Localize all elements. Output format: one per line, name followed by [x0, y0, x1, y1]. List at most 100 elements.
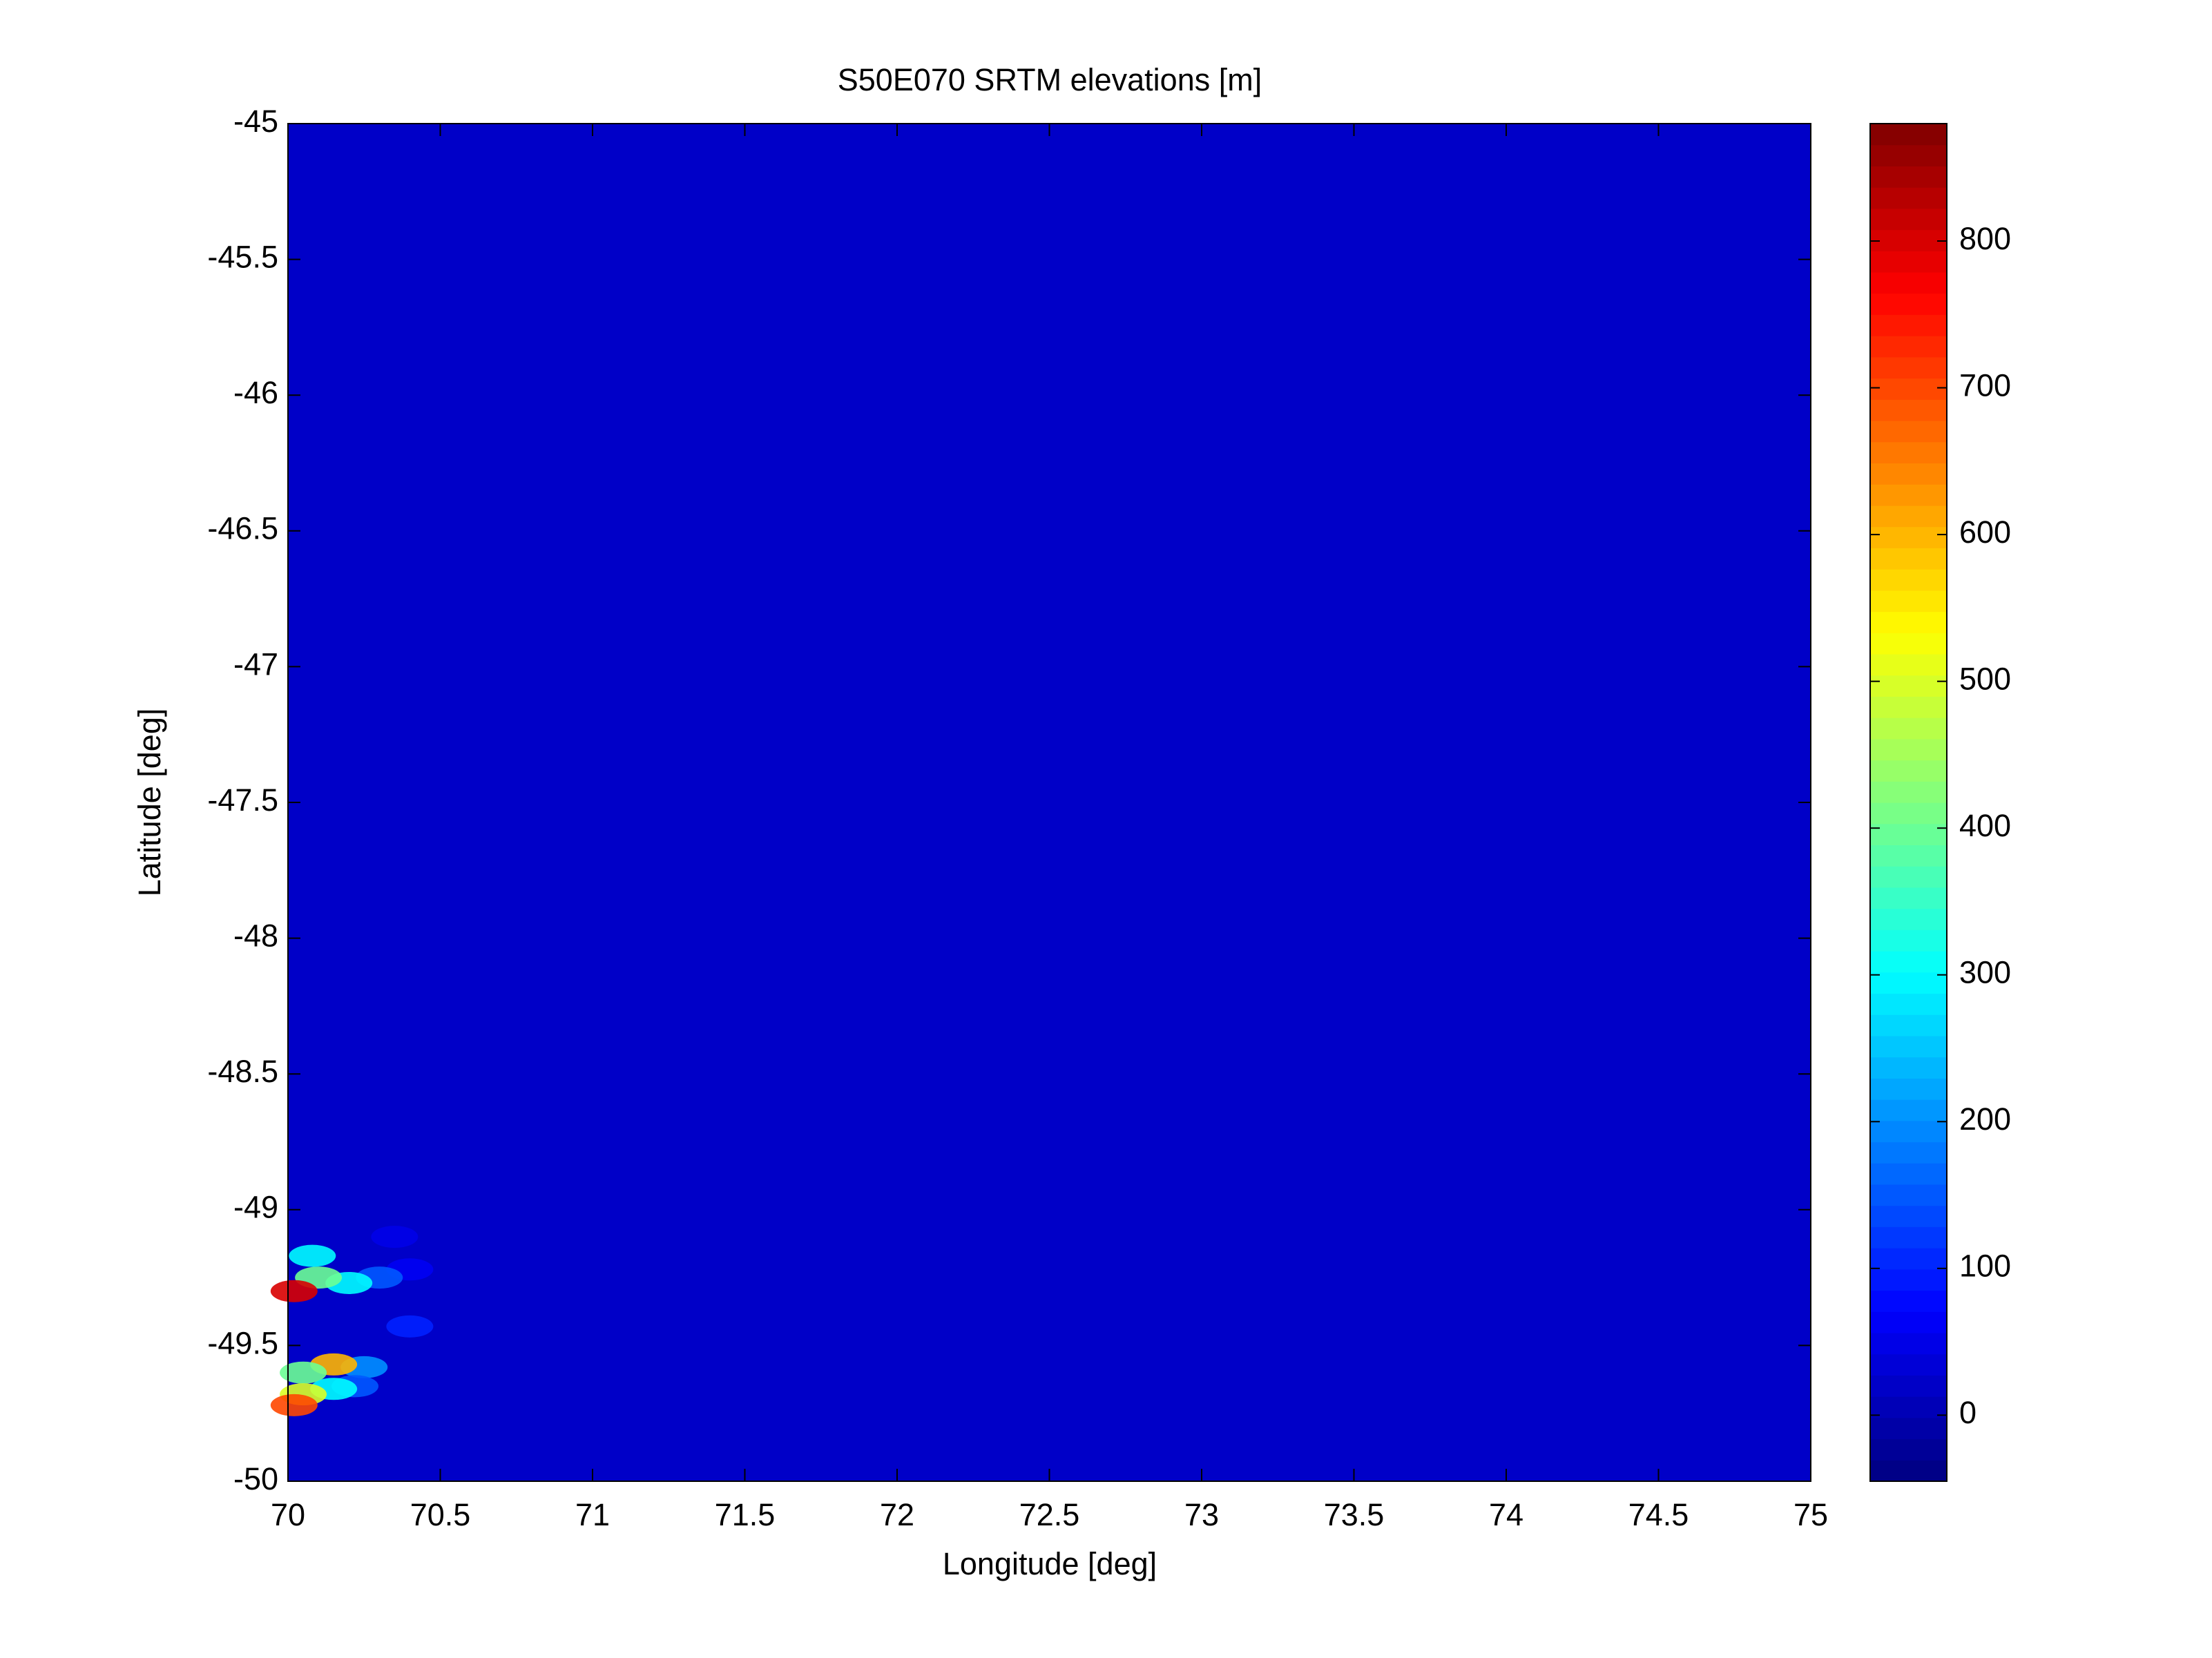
colorbar-band	[1870, 1460, 1947, 1482]
elevation-cell	[280, 1361, 327, 1384]
colorbar-frame	[1869, 123, 1947, 1482]
colorbar-band	[1870, 1438, 1947, 1461]
colorbar-band	[1870, 887, 1947, 909]
y-tick-label: -46.5	[207, 511, 278, 546]
y-tick-label: -48.5	[207, 1054, 278, 1089]
colorbar-band	[1870, 611, 1947, 633]
y-tick-label: -50	[233, 1461, 278, 1496]
plot-area	[288, 124, 1811, 1481]
y-tick-label: -49	[233, 1190, 278, 1225]
colorbar-band	[1870, 1311, 1947, 1333]
elevation-cell	[270, 1394, 318, 1416]
colorbar-band	[1870, 696, 1947, 718]
y-tick-label: -47.5	[207, 782, 278, 818]
colorbar-band	[1870, 802, 1947, 825]
colorbar-band	[1870, 1332, 1947, 1355]
colorbar-band	[1870, 399, 1947, 421]
elevation-cell	[371, 1226, 419, 1249]
colorbar-tick-label: 300	[1959, 955, 2011, 990]
colorbar-band	[1870, 590, 1947, 613]
colorbar-band	[1870, 378, 1947, 400]
colorbar-band	[1870, 823, 1947, 846]
colorbar-band	[1870, 463, 1947, 485]
colorbar-band	[1870, 1078, 1947, 1100]
colorbar-band	[1870, 1035, 1947, 1058]
colorbar-band	[1870, 951, 1947, 973]
colorbar-band	[1870, 505, 1947, 528]
colorbar-band	[1870, 229, 1947, 251]
colorbar-tick-label: 800	[1959, 221, 2011, 256]
colorbar-band	[1870, 166, 1947, 188]
y-tick-label: -45.5	[207, 239, 278, 274]
colorbar-band	[1870, 1417, 1947, 1440]
colorbar-band	[1870, 356, 1947, 379]
colorbar-band	[1870, 653, 1947, 676]
x-tick-label: 72	[880, 1497, 914, 1532]
colorbar-tick-label: 200	[1959, 1101, 2011, 1137]
colorbar-band	[1870, 1248, 1947, 1270]
colorbar-band	[1870, 1120, 1947, 1143]
colorbar-band	[1870, 633, 1947, 655]
colorbar-band	[1870, 866, 1947, 888]
colorbar-tick-label: 0	[1959, 1395, 1977, 1430]
colorbar-band	[1870, 272, 1947, 294]
colorbar-band	[1870, 187, 1947, 209]
chart-title: S50E070 SRTM elevations [m]	[838, 62, 1262, 97]
colorbar-tick-label: 500	[1959, 662, 2011, 697]
x-tick-label: 74.5	[1628, 1497, 1689, 1532]
colorbar-band	[1870, 675, 1947, 697]
colorbar-band	[1870, 781, 1947, 803]
y-tick-label: -47	[233, 646, 278, 682]
colorbar-band	[1870, 124, 1947, 146]
colorbar-band	[1870, 484, 1947, 506]
colorbar-band	[1870, 1226, 1947, 1249]
colorbar-band	[1870, 144, 1947, 167]
y-tick-label: -46	[233, 375, 278, 410]
x-tick-label: 70.5	[410, 1497, 471, 1532]
x-axis-label: Longitude [deg]	[943, 1546, 1157, 1581]
colorbar-band	[1870, 293, 1947, 316]
colorbar-band	[1870, 717, 1947, 740]
colorbar-band	[1870, 1184, 1947, 1206]
colorbar-band	[1870, 548, 1947, 570]
y-axis-label: Latitude [deg]	[132, 708, 167, 897]
colorbar-band	[1870, 526, 1947, 548]
colorbar-band	[1870, 1375, 1947, 1397]
y-tick-label: -48	[233, 918, 278, 953]
colorbar-band	[1870, 1353, 1947, 1376]
colorbar-tick-label: 100	[1959, 1249, 2011, 1284]
colorbar-band	[1870, 760, 1947, 782]
colorbar-band	[1870, 845, 1947, 867]
x-tick-label: 71	[575, 1497, 610, 1532]
colorbar-band	[1870, 1396, 1947, 1418]
colorbar-band	[1870, 336, 1947, 358]
x-tick-label: 72.5	[1019, 1497, 1080, 1532]
elevation-cell	[270, 1280, 318, 1302]
colorbar-band	[1870, 251, 1947, 273]
x-tick-label: 75	[1793, 1497, 1828, 1532]
colorbar-band	[1870, 908, 1947, 930]
x-tick-label: 73	[1184, 1497, 1219, 1532]
x-tick-label: 73.5	[1324, 1497, 1385, 1532]
colorbar-band	[1870, 993, 1947, 1015]
x-tick-label: 71.5	[715, 1497, 776, 1532]
colorbar-tick-label: 400	[1959, 808, 2011, 843]
colorbar-band	[1870, 1099, 1947, 1121]
colorbar-band	[1870, 441, 1947, 464]
colorbar-band	[1870, 569, 1947, 591]
colorbar-band	[1870, 1205, 1947, 1227]
colorbar-band	[1870, 738, 1947, 761]
colorbar-band	[1870, 1290, 1947, 1312]
colorbar-band	[1870, 929, 1947, 952]
elevation-cell	[386, 1315, 434, 1338]
colorbar-band	[1870, 1057, 1947, 1079]
colorbar-tick-label: 600	[1959, 514, 2011, 550]
y-tick-label: -49.5	[207, 1325, 278, 1360]
y-tick-label: -45	[233, 104, 278, 139]
colorbar-band	[1870, 1014, 1947, 1037]
colorbar-band	[1870, 1269, 1947, 1291]
colorbar-band	[1870, 1163, 1947, 1185]
colorbar-band	[1870, 314, 1947, 336]
elevation-cell	[289, 1244, 336, 1267]
